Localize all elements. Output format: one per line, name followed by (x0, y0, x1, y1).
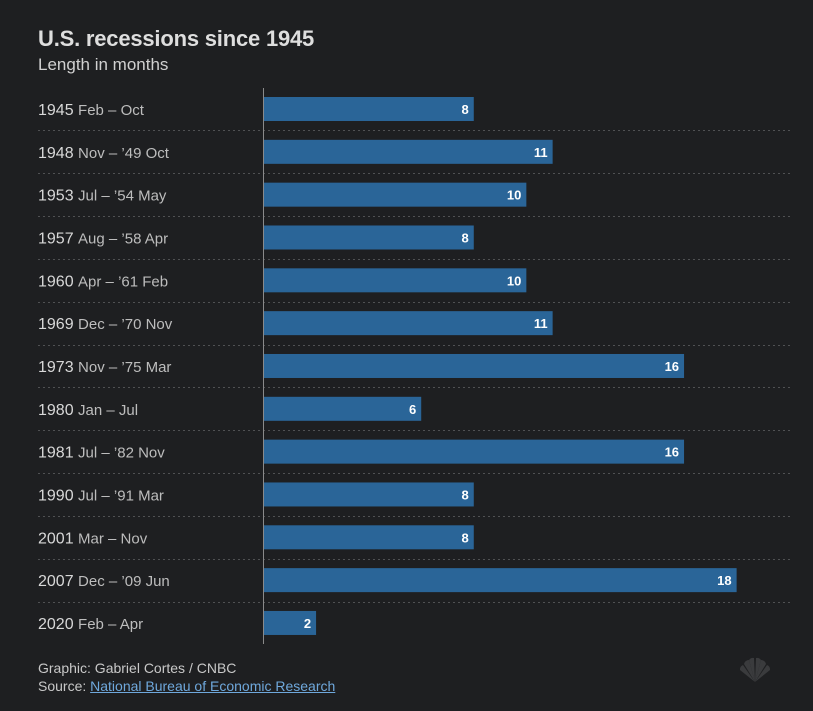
category-year: 1969 (38, 316, 78, 333)
source-link[interactable]: National Bureau of Economic Research (90, 678, 336, 694)
category-year: 1960 (38, 273, 78, 290)
category-label: 2007 Dec – ’09 Jun (38, 573, 170, 590)
bar (263, 568, 737, 593)
footer: Graphic: Gabriel Cortes / CNBC Source: N… (38, 659, 335, 695)
chart-title: U.S. recessions since 1945 (38, 26, 315, 51)
category-range: Feb – Apr (78, 616, 143, 633)
category-range: Aug – ’58 Apr (78, 230, 168, 247)
graphic-credit: Graphic: Gabriel Cortes / CNBC (38, 660, 237, 676)
category-range: Apr – ’61 Feb (78, 273, 168, 290)
cnbc-peacock-icon (739, 657, 771, 682)
bar-value-label: 16 (665, 359, 679, 374)
bar (263, 268, 527, 293)
category-label: 1973 Nov – ’75 Mar (38, 359, 171, 376)
bar-value-label: 16 (665, 445, 679, 460)
bar-value-label: 18 (717, 573, 731, 588)
category-range: Jul – ’82 Nov (78, 445, 165, 462)
category-label: 1960 Apr – ’61 Feb (38, 273, 168, 290)
bar-chart: 1945 Feb – Oct 8 1948 Nov – ’49 Oct 11 1953 … (38, 88, 793, 644)
category-year: 1990 (38, 487, 78, 504)
bar-value-label: 10 (507, 188, 521, 203)
category-label: 1953 Jul – ’54 May (38, 188, 167, 205)
bar-value-label: 8 (462, 102, 469, 117)
bar (263, 182, 527, 207)
source-prefix: Source: (38, 678, 91, 694)
bar (263, 610, 317, 635)
category-year: 2001 (38, 530, 78, 547)
bar (263, 525, 474, 550)
category-range: Mar – Nov (78, 530, 148, 547)
category-label: 1990 Jul – ’91 Mar (38, 487, 164, 504)
bar (263, 139, 553, 164)
category-range: Dec – ’09 Jun (78, 573, 170, 590)
category-range: Jan – Jul (78, 402, 138, 419)
bar (263, 311, 553, 336)
bar (263, 353, 685, 378)
category-range: Dec – ’70 Nov (78, 316, 173, 333)
chart-subtitle: Length in months (38, 55, 169, 74)
category-range: Nov – ’75 Mar (78, 359, 171, 376)
category-label: 2020 Feb – Apr (38, 616, 143, 633)
bar-value-label: 8 (462, 230, 469, 245)
bar-value-label: 11 (534, 316, 548, 331)
bar (263, 482, 474, 507)
category-year: 1953 (38, 188, 78, 205)
category-year: 1981 (38, 445, 78, 462)
category-range: Nov – ’49 Oct (78, 145, 170, 162)
bar (263, 439, 685, 464)
category-year: 1945 (38, 102, 78, 119)
bar (263, 97, 474, 121)
bar-value-label: 10 (507, 273, 521, 288)
category-range: Jul – ’54 May (78, 188, 167, 205)
category-label: 1948 Nov – ’49 Oct (38, 145, 170, 162)
bar (263, 225, 474, 250)
bar-value-label: 11 (534, 145, 548, 160)
category-year: 1948 (38, 145, 78, 162)
bar-value-label: 2 (304, 616, 311, 631)
category-label: 1980 Jan – Jul (38, 402, 138, 419)
category-label: 2001 Mar – Nov (38, 530, 148, 547)
category-label: 1957 Aug – ’58 Apr (38, 230, 168, 247)
category-year: 2007 (38, 573, 78, 590)
source-line: Source: National Bureau of Economic Rese… (38, 677, 335, 695)
category-range: Jul – ’91 Mar (78, 487, 164, 504)
bar-value-label: 8 (462, 487, 469, 502)
bar-value-label: 8 (462, 530, 469, 545)
bar (263, 396, 422, 421)
category-year: 1973 (38, 359, 78, 376)
category-year: 1980 (38, 402, 78, 419)
category-label: 1969 Dec – ’70 Nov (38, 316, 173, 333)
category-range: Feb – Oct (78, 102, 145, 119)
category-label: 1945 Feb – Oct (38, 102, 145, 119)
bar-value-label: 6 (409, 402, 416, 417)
category-year: 2020 (38, 616, 78, 633)
category-label: 1981 Jul – ’82 Nov (38, 445, 165, 462)
category-year: 1957 (38, 230, 78, 247)
